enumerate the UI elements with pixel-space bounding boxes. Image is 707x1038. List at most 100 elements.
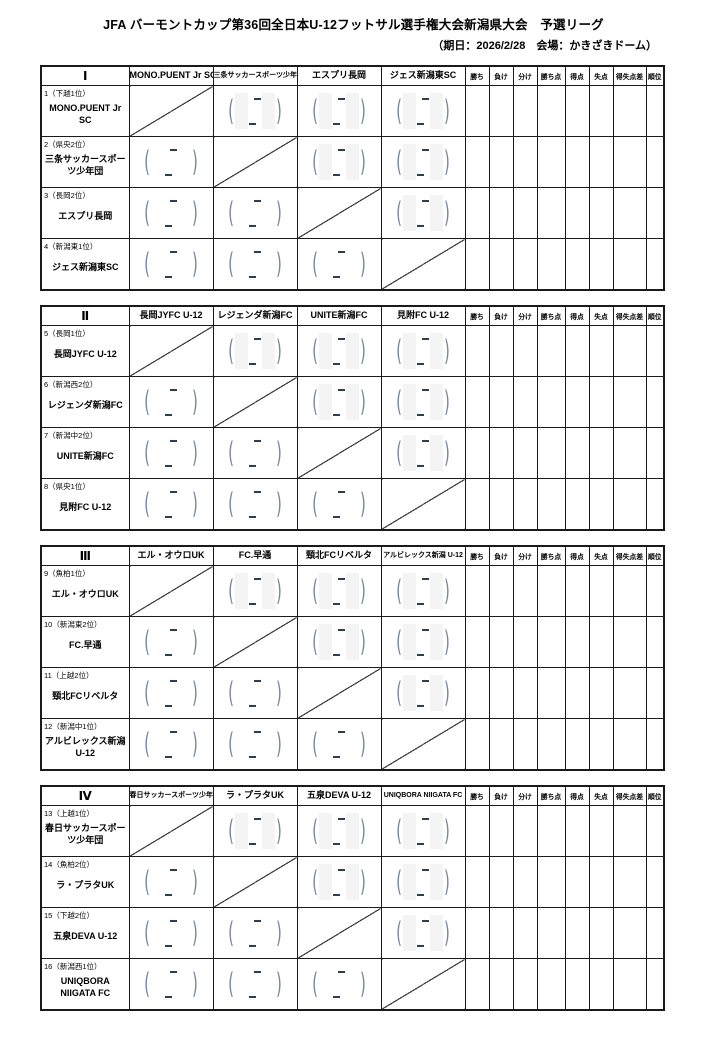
close-paren: ): [360, 332, 366, 368]
score-cell: (): [212, 667, 298, 719]
close-paren: ): [444, 863, 450, 899]
table-row: 16（新潟西1位） UNIQBORA NIIGATA FC()()(): [40, 958, 665, 1011]
score-dashes: [417, 817, 429, 845]
score-entry-band: [430, 93, 443, 129]
score-placeholder: (): [214, 429, 296, 478]
score-placeholder: (): [130, 378, 212, 427]
team-column-header: MONO.PUENT Jr SC: [128, 65, 214, 86]
stat-cell-empty: [464, 427, 490, 479]
stat-header-6: 得失点差: [612, 65, 647, 86]
score-entry-band: [319, 726, 332, 762]
table-row: 4（新潟東1位） ジェス新潟東SC()()(): [40, 238, 665, 291]
score-dash: [254, 490, 261, 493]
row-label-cell: 11（上越2位） 頸北FCリベルタ: [40, 667, 130, 719]
score-entry-band: [403, 573, 416, 609]
score-cell: (): [128, 958, 214, 1011]
stat-header-1: 負け: [488, 65, 514, 86]
stat-cell-empty: [512, 907, 538, 959]
team-column-header: 三条サッカースポーツ少年団: [212, 65, 298, 86]
score-dash: [333, 755, 340, 758]
seed-label: 7（新潟中2位）: [44, 431, 98, 440]
score-dashes: [249, 970, 261, 998]
score-dash: [170, 148, 177, 151]
score-entry-band: [262, 333, 275, 369]
self-match-diagonal-cell: [296, 427, 382, 479]
score-entry-band: [151, 675, 164, 711]
row-label: 7（新潟中2位） UNITE新潟FC: [42, 429, 128, 478]
stat-cell-empty: [512, 616, 538, 668]
score-entry-band: [178, 384, 191, 420]
score-cell: (): [380, 616, 466, 668]
close-paren: ): [444, 434, 450, 470]
stat-cell-empty: [588, 565, 614, 617]
stat-cell-empty: [512, 376, 538, 428]
close-paren: ): [276, 245, 282, 281]
stat-cell-empty: [488, 805, 514, 857]
score-entry-band: [346, 144, 359, 180]
stat-header-3: 勝ち点: [536, 545, 566, 566]
stat-header-7: 順位: [645, 545, 665, 566]
score-entry-band: [430, 435, 443, 471]
row-label: 12（新潟中1位） アルビレックス新潟 U-12: [42, 719, 128, 769]
close-paren: ): [276, 92, 282, 128]
score-entry-band: [262, 486, 275, 522]
score-placeholder: (): [130, 858, 212, 907]
score-entry-band: [403, 864, 416, 900]
score-dash: [417, 173, 424, 176]
team-name: 春日サッカースポーツ少年団: [44, 822, 126, 845]
stat-cell-empty: [645, 187, 665, 239]
team-column-header: FC.早通: [212, 545, 298, 566]
close-paren: ): [444, 812, 450, 848]
score-cell: (): [296, 616, 382, 668]
stat-cell-empty: [512, 325, 538, 377]
score-placeholder: (): [298, 327, 380, 376]
self-match-diagonal-cell: [212, 616, 298, 668]
table-row: 10（新潟東2位） FC.早通()()(): [40, 616, 665, 668]
score-dash: [249, 275, 256, 278]
stat-cell-empty: [512, 187, 538, 239]
row-label-cell: 8（県央1位） 見附FC U-12: [40, 478, 130, 531]
score-entry-band: [346, 726, 359, 762]
stat-cell-empty: [464, 376, 490, 428]
self-match-diagonal-cell: [212, 136, 298, 188]
group-label: Ⅳ: [40, 785, 130, 806]
stat-header-4: 得点: [564, 305, 590, 326]
score-dash: [417, 704, 424, 707]
group-table-Ⅰ: Ⅰ MONO.PUENT Jr SC 三条サッカースポーツ少年団 エスプリ長岡 ジェス新…: [40, 65, 665, 291]
close-paren: ): [360, 863, 366, 899]
score-entry-band: [235, 966, 248, 1002]
close-paren: ): [192, 623, 198, 659]
score-dash: [254, 679, 261, 682]
group-table-Ⅳ: Ⅳ 春日サッカースポーツ少年団 ラ・プラタUK 五泉DEVA U-12 UNIQBORA…: [40, 785, 665, 1011]
row-label: 6（新潟西2位） レジェンダ新潟FC: [42, 378, 128, 427]
stat-cell-empty: [488, 667, 514, 719]
stat-cell-empty: [464, 805, 490, 857]
score-dash: [333, 995, 340, 998]
score-cell: (): [128, 856, 214, 908]
score-entry-band: [346, 93, 359, 129]
score-entry-band: [430, 333, 443, 369]
open-paren: (: [144, 863, 150, 899]
close-paren: ): [192, 485, 198, 521]
score-entry-band: [262, 246, 275, 282]
open-paren: (: [312, 965, 318, 1001]
score-dash: [249, 602, 256, 605]
stat-cell-empty: [512, 136, 538, 188]
stat-cell-empty: [645, 856, 665, 908]
open-paren: (: [144, 143, 150, 179]
table-row: 9（魚柏1位） エル・オウロUK()()(): [40, 565, 665, 617]
seed-label: 15（下越2位）: [44, 911, 95, 920]
score-dashes: [333, 868, 345, 896]
row-label-cell: 2（県央2位） 三条サッカースポーツ少年団: [40, 136, 130, 188]
close-paren: ): [360, 572, 366, 608]
score-entry-band: [151, 915, 164, 951]
score-dash: [249, 362, 256, 365]
team-column-header: 頸北FCリベルタ: [296, 545, 382, 566]
score-placeholder: (): [214, 567, 296, 616]
seed-label: 13（上越1位）: [44, 809, 95, 818]
team-name: レジェンダ新潟FC: [47, 399, 123, 410]
self-match-diagonal-cell: [212, 376, 298, 428]
score-cell: (): [212, 427, 298, 479]
score-dash: [170, 628, 177, 631]
score-dash: [254, 730, 261, 733]
